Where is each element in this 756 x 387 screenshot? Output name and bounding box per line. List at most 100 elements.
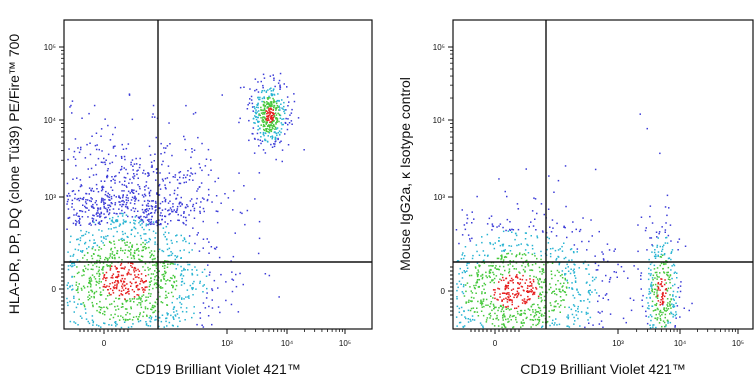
event-dot [142,241,144,244]
event-dot [539,270,541,273]
event-dot [167,223,169,225]
event-dot [185,181,187,183]
event-dot [107,168,109,170]
event-dot [496,314,498,317]
event-dot [527,308,530,310]
event-dot [672,305,674,308]
event-dot [271,127,274,129]
event-dot [267,112,269,114]
y-tick-label: 10⁵ [44,43,56,52]
event-dot [109,199,111,201]
event-dot [72,255,74,257]
event-dot [576,248,579,250]
event-dot [93,104,96,107]
event-dot [89,297,91,300]
event-dot [657,254,659,257]
event-dot [555,293,558,296]
event-dot [601,310,603,313]
event-dot [154,206,156,208]
event-dot [267,111,269,113]
event-dot [457,260,459,262]
event-dot [257,103,259,105]
event-dot [471,318,474,321]
event-dot [267,115,269,118]
event-dot [75,306,78,309]
event-dot [190,198,193,200]
event-dot [495,275,498,277]
event-dot [196,269,198,271]
event-dot [110,186,112,189]
event-dot [108,324,110,326]
event-dot [120,293,122,295]
event-dot [148,229,151,231]
event-dot [275,102,278,105]
event-dot [107,204,109,206]
event-dot [278,109,280,111]
event-dot [667,278,670,280]
event-dot [109,255,112,257]
event-dot [559,282,562,285]
event-dot [652,284,654,286]
event-dot [517,293,520,296]
event-dot [71,100,74,102]
event-dot [550,273,553,276]
event-dot [582,262,585,265]
event-dot [277,82,280,84]
event-dot [650,287,653,289]
event-dot [262,123,265,126]
event-dot [124,158,126,161]
event-dot [148,292,150,295]
event-dot [117,308,120,310]
event-dot [158,183,161,186]
event-dot [105,306,108,309]
event-dot [163,151,166,154]
event-dot [106,176,108,179]
event-dot [269,124,272,127]
event-dot [188,297,190,299]
event-dot [108,199,110,201]
event-dot [645,310,647,313]
event-dot [498,237,500,239]
event-dot [532,291,535,294]
event-dot [518,292,520,294]
event-dot [466,264,468,267]
event-dot [497,287,499,290]
event-dot [523,312,525,314]
event-dot [512,260,515,262]
event-dot [112,277,114,279]
event-dot [126,201,128,204]
event-dot [558,290,561,293]
event-dot [652,310,655,312]
event-dot [102,161,104,164]
event-dot [201,197,204,199]
event-dot [95,213,98,215]
event-dot [283,105,285,108]
event-dot [667,305,669,307]
event-dot [103,202,105,204]
event-dot [260,124,262,126]
event-dot [105,235,107,238]
event-dot [194,111,197,114]
event-dot [489,312,491,315]
event-dot [675,311,677,313]
event-dot [126,274,128,276]
event-dot [118,181,121,183]
event-dot [114,322,117,325]
event-dot [211,323,213,326]
event-dot [111,253,113,255]
event-dot [142,221,145,223]
event-dot [151,304,154,307]
event-dot [130,233,132,236]
event-dot [530,269,533,271]
event-dot [144,239,146,242]
event-dot [171,242,173,244]
event-dot [660,253,663,256]
event-dot [586,281,588,283]
event-dot [534,198,537,200]
event-dot [70,235,72,238]
event-dot [84,233,87,235]
event-dot [131,246,133,248]
event-dot [105,216,107,218]
event-dot [668,257,671,259]
event-dot [155,318,157,321]
